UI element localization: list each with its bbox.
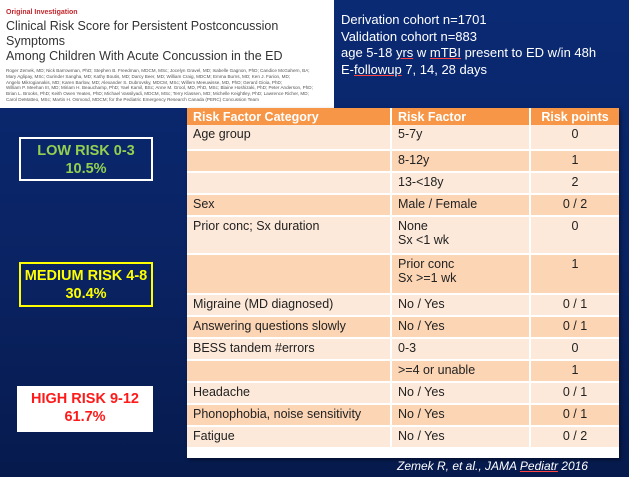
w-text: w [413,45,430,60]
citation-journal-abbrev: Pediatr [519,459,558,473]
header-category: Risk Factor Category [187,108,392,125]
mtbi-text: mTBI [429,45,461,60]
table-row: BESS tandem #errors 0-3 0 [187,338,619,361]
points-cell: 0 [530,216,619,255]
medium-risk-box: MEDIUM RISK 4-8 30.4% [19,262,153,307]
risk-score-table: Risk Factor Category Risk Factor Risk po… [187,108,619,458]
factor-line-1: Prior conc [398,257,455,271]
author-line: Mary Aglipay, MSc; Gurinder Sangha, MD; … [6,73,291,79]
factor-cell: No / Yes [391,382,531,405]
factor-cell: Male / Female [391,194,531,217]
factor-line-2: Sx <1 wk [398,233,450,247]
points-cell: 1 [530,254,619,295]
paper-title-line-1: Clinical Risk Score for Persistent Postc… [6,19,279,48]
category-cell: Headache [187,382,392,405]
category-cell: Migraine (MD diagnosed) [187,294,392,317]
category-cell: Age group [187,125,392,151]
table-row: Phonophobia, noise sensitivity No / Yes … [187,404,619,427]
followup-word: followup [354,61,402,77]
points-cell: 0 / 1 [530,382,619,405]
validation-cohort: Validation cohort n=883 [341,28,477,44]
table-row: 13-<18y 2 [187,172,619,195]
citation-year: 2016 [557,459,588,473]
category-cell [187,360,392,383]
category-cell: Answering questions slowly [187,316,392,339]
factor-cell: None Sx <1 wk [391,216,531,255]
article-type-label: Original Investigation [6,9,78,16]
points-cell: 1 [530,150,619,173]
author-line: Roger Zemek, MD; Nick Barrowman, PhD; St… [6,68,310,73]
table-row: Sex Male / Female 0 / 2 [187,194,619,217]
age-text: age 5-18 [341,45,396,60]
inclusion-criteria: age 5-18 yrs w mTBI present to ED w/in 4… [341,45,596,62]
author-line: Brian L. Brooks, PhD; Keith Owen Yeates,… [6,91,309,97]
table-row: Age group 5-7y 0 [187,125,619,151]
author-line: Angelo Mikrogianakis, MD; Karen Barlow, … [6,79,283,85]
category-cell [187,150,392,173]
category-cell: Prior conc; Sx duration [187,216,392,255]
category-cell: Phonophobia, noise sensitivity [187,404,392,427]
followup-days: 7, 14, 28 days [401,61,487,77]
followup-schedule: E-followup 7, 14, 28 days [341,62,596,79]
factor-cell: 13-<18y [391,172,531,195]
factor-line-1: None [398,219,428,233]
header-points: Risk points [530,108,619,125]
cohort-info: Derivation cohort n=1701 Validation coho… [341,12,596,78]
factor-cell: No / Yes [391,294,531,317]
table-row: Migraine (MD diagnosed) No / Yes 0 / 1 [187,294,619,317]
factor-line-2: Sx >=1 wk [398,271,457,285]
author-line: Carol DeMatteo, MSc; Martin H. Osmond, M… [6,96,259,102]
paper-header: Original Investigation Clinical Risk Sco… [0,0,334,108]
high-risk-box: HIGH RISK 9-12 61.7% [17,386,153,432]
factor-cell: No / Yes [391,426,531,449]
factor-cell: No / Yes [391,404,531,427]
category-cell [187,172,392,195]
citation: Zemek R, et al., JAMA Pediatr 2016 [397,459,588,473]
low-risk-label: LOW RISK 0-3 [37,143,135,159]
table-row: Headache No / Yes 0 / 1 [187,382,619,405]
factor-cell: 5-7y [391,125,531,151]
points-cell: 0 / 2 [530,194,619,217]
factor-cell: >=4 or unable [391,360,531,383]
points-cell: 0 / 1 [530,404,619,427]
category-cell: Fatigue [187,426,392,449]
points-cell: 0 / 1 [530,316,619,339]
category-cell [187,254,392,295]
table-row: Prior conc; Sx duration None Sx <1 wk 0 [187,216,619,255]
paper-title: Clinical Risk Score for Persistent Postc… [6,19,328,64]
table-row: >=4 or unable 1 [187,360,619,383]
factor-cell: Prior conc Sx >=1 wk [391,254,531,295]
factor-cell: No / Yes [391,316,531,339]
high-risk-percent: 61.7% [64,409,106,425]
category-cell: BESS tandem #errors [187,338,392,361]
table-row: Prior conc Sx >=1 wk 1 [187,254,619,295]
high-risk-label: HIGH RISK 9-12 [31,391,139,407]
category-cell: Sex [187,194,392,217]
citation-authors: Zemek R, et al., JAMA [397,459,520,473]
followup-prefix: E- [341,61,354,77]
author-line: William P. Meehan III, MD; Miriam H. Bea… [6,85,313,91]
paper-title-line-2: Among Children With Acute Concussion in … [6,49,283,63]
points-cell: 0 [530,338,619,361]
table-row: 8-12y 1 [187,150,619,173]
medium-risk-label: MEDIUM RISK 4-8 [24,268,148,284]
points-cell: 1 [530,360,619,383]
yrs-text: yrs [395,45,414,60]
factor-cell: 0-3 [391,338,531,361]
table-row: Fatigue No / Yes 0 / 2 [187,426,619,449]
points-cell: 0 / 2 [530,426,619,449]
points-cell: 0 [530,125,619,151]
paper-authors: Roger Zemek, MD; Nick Barrowman, PhD; St… [6,68,328,103]
points-cell: 0 / 1 [530,294,619,317]
medium-risk-percent: 30.4% [65,286,107,302]
low-risk-percent: 10.5% [65,161,107,177]
points-cell: 2 [530,172,619,195]
header-factor: Risk Factor [391,108,531,125]
factor-cell: 8-12y [391,150,531,173]
low-risk-box: LOW RISK 0-3 10.5% [19,137,153,181]
presentation-text: present to ED w/in 48h [460,45,597,60]
table-row: Answering questions slowly No / Yes 0 / … [187,316,619,339]
derivation-cohort: Derivation cohort n=1701 [341,12,487,27]
